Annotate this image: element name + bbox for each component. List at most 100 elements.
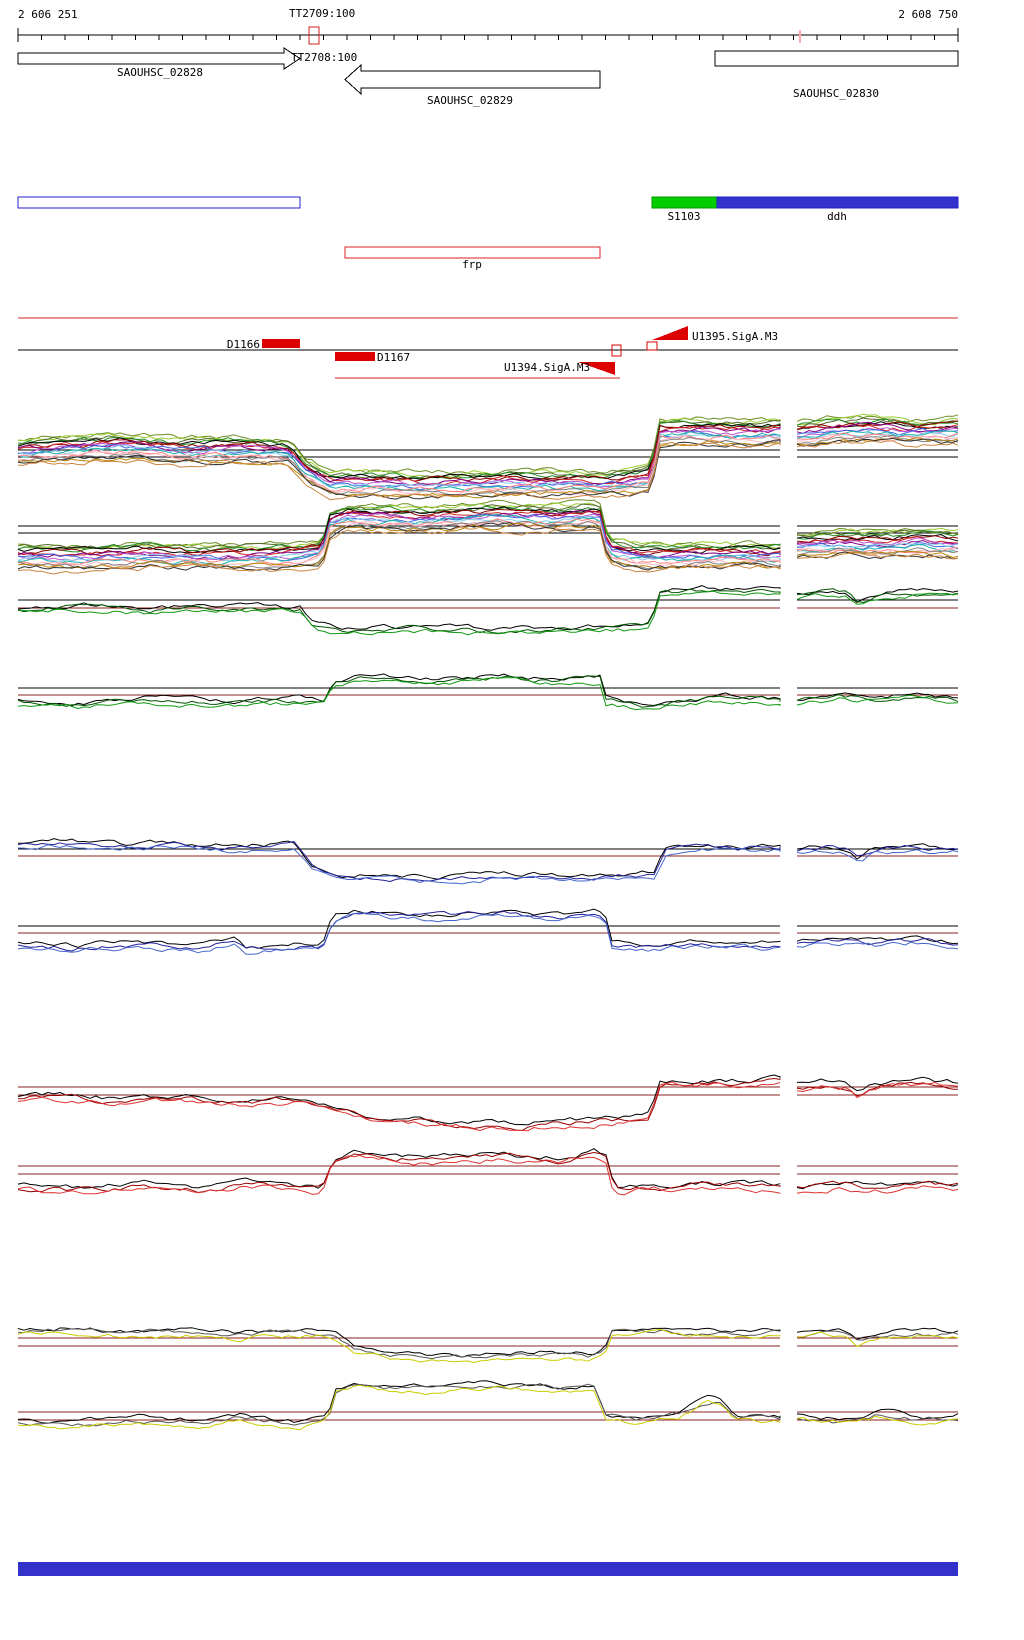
gene-saouhsc-02829-label: SAOUHSC_02829 xyxy=(427,94,513,107)
signal-line xyxy=(17,513,781,566)
track-group-condition-yellow-minus xyxy=(17,1380,959,1431)
signal-line xyxy=(17,526,781,575)
signal-line xyxy=(18,441,781,501)
terminator-tt2708-label: TT2708:100 xyxy=(291,51,357,64)
signal-line xyxy=(17,1328,781,1364)
signal-line xyxy=(796,1082,959,1099)
segment-frp-bar[interactable] xyxy=(344,246,601,259)
signal-line xyxy=(796,537,959,546)
feature-d1166-box[interactable] xyxy=(262,339,300,348)
track-group-pooled-strains-plus xyxy=(17,413,959,501)
signal-line xyxy=(796,1180,959,1189)
signal-line xyxy=(17,1152,781,1193)
segment-s1103-label: S1103 xyxy=(667,210,700,223)
signal-line xyxy=(796,1185,959,1194)
signal-line xyxy=(796,694,959,706)
signal-line xyxy=(796,692,959,701)
feature-u1395-label: U1395.SigA.M3 xyxy=(692,330,778,343)
signal-line xyxy=(17,1328,781,1360)
signal-line xyxy=(796,437,959,447)
feature-track: D1166 D1167 U1395.SigA.M3 U1394.SigA.M3 xyxy=(18,317,958,379)
signal-line xyxy=(796,849,959,862)
signal-line xyxy=(17,1078,781,1131)
signal-line xyxy=(17,416,781,476)
tt2709-site-marker[interactable] xyxy=(308,26,320,45)
track-group-condition-green-minus xyxy=(17,673,959,711)
region-end-label: 2 608 750 xyxy=(898,8,958,21)
signal-line xyxy=(796,588,959,603)
signal-line xyxy=(796,543,959,548)
signal-line xyxy=(796,421,959,434)
signal-line xyxy=(796,428,959,436)
signal-line xyxy=(796,1081,958,1097)
feature-d1166-label: D1166 xyxy=(227,338,260,351)
signal-line xyxy=(796,1180,959,1190)
segment-frp-label: frp xyxy=(462,258,482,271)
feature-u1394-label: U1394.SigA.M3 xyxy=(504,361,590,374)
signal-line xyxy=(17,505,781,553)
segment-s1103-bar[interactable] xyxy=(651,196,718,209)
feature-u1394-flag[interactable] xyxy=(578,362,615,375)
signal-line xyxy=(17,502,781,550)
signal-line xyxy=(796,592,959,605)
signal-line xyxy=(796,843,959,860)
feature-d1167-box[interactable] xyxy=(335,352,375,361)
track-group-pooled-strains-minus xyxy=(17,499,959,575)
signal-line xyxy=(796,693,959,703)
signal-line xyxy=(17,1383,781,1427)
signal-line xyxy=(796,1327,959,1340)
signal-line xyxy=(17,424,781,483)
signal-line xyxy=(796,420,959,430)
signal-line xyxy=(796,552,959,560)
segment-ddh-label: ddh xyxy=(827,210,847,223)
signal-line xyxy=(17,838,781,880)
feature-small-box-2[interactable] xyxy=(611,344,622,357)
gene-saouhsc-02829-arrow[interactable] xyxy=(344,63,601,96)
signal-line xyxy=(17,844,781,885)
signal-line xyxy=(17,1155,781,1196)
gene-saouhsc-02828-arrow[interactable] xyxy=(17,47,301,70)
signal-line xyxy=(796,845,959,857)
signal-line xyxy=(796,1076,959,1092)
signal-line xyxy=(796,1331,959,1348)
signal-line xyxy=(17,908,781,949)
tt2709-label: TT2709:100 xyxy=(289,7,355,20)
signal-tracks xyxy=(17,413,959,1431)
gene-saouhsc-02828-label: SAOUHSC_02828 xyxy=(117,66,203,79)
track-group-condition-red-minus xyxy=(17,1148,959,1196)
segment-outline-bar[interactable] xyxy=(17,196,301,209)
signal-line xyxy=(17,1384,781,1431)
bottom-region-bar[interactable] xyxy=(18,1562,958,1576)
signal-line xyxy=(17,1074,781,1126)
segment-ddh-bar[interactable] xyxy=(716,196,959,209)
gene-saouhsc-02830-label: SAOUHSC_02830 xyxy=(793,87,879,100)
signal-line xyxy=(17,503,781,551)
signal-line xyxy=(796,1414,959,1424)
signal-line xyxy=(17,673,781,707)
signal-line xyxy=(796,535,959,543)
signal-line xyxy=(796,941,959,950)
signal-line xyxy=(796,1415,959,1426)
signal-line xyxy=(796,550,959,558)
signal-line xyxy=(17,588,781,634)
signal-line xyxy=(17,509,781,557)
gene-saouhsc-02830-box[interactable] xyxy=(714,50,959,67)
feature-u1395-flag[interactable] xyxy=(652,326,688,340)
ruler: 2 606 251 TT2709:100 2 608 750 xyxy=(17,7,959,45)
signal-line xyxy=(17,1327,781,1358)
signal-line xyxy=(17,677,781,711)
region-start-label: 2 606 251 xyxy=(18,8,78,21)
track-group-condition-yellow-plus xyxy=(17,1327,959,1364)
feature-small-box-1[interactable] xyxy=(646,341,658,351)
signal-line xyxy=(17,434,781,492)
track-group-condition-red-plus xyxy=(17,1074,959,1132)
signal-line xyxy=(17,522,781,571)
signal-line xyxy=(796,414,959,424)
signal-line xyxy=(796,440,959,448)
signal-line xyxy=(17,1148,781,1189)
feature-d1167-label: D1167 xyxy=(377,351,410,364)
signal-line xyxy=(796,935,959,945)
signal-line xyxy=(796,424,959,432)
track-group-condition-green-plus xyxy=(17,585,959,636)
